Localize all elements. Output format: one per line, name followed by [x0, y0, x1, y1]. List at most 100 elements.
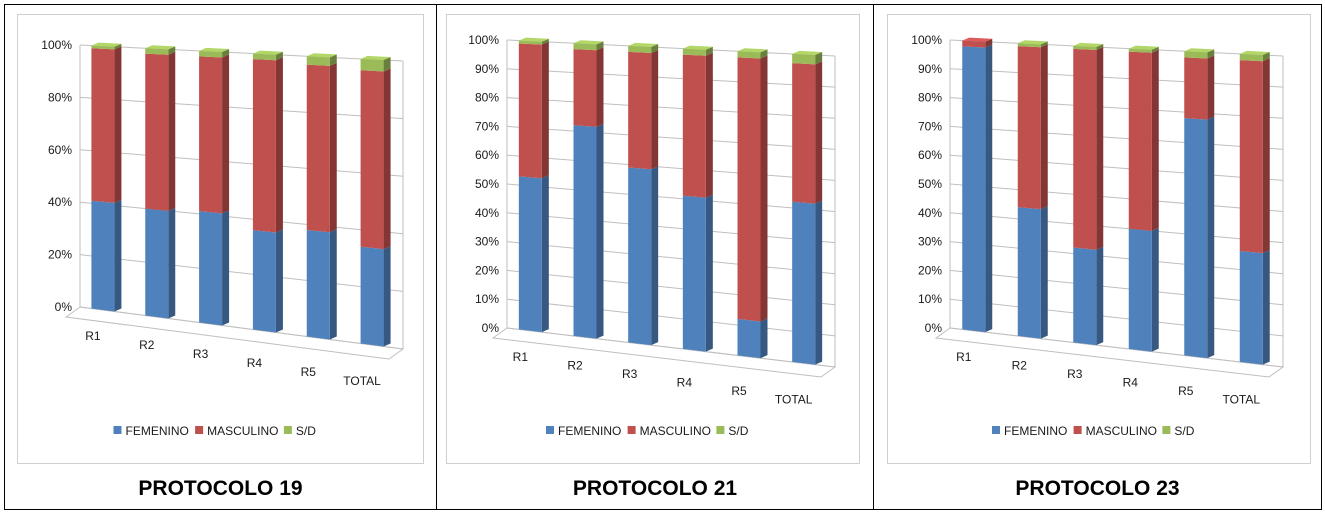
bar-segment-r4-femenino: [1128, 227, 1159, 352]
bar-front: [1128, 51, 1152, 231]
bar-side: [222, 54, 230, 214]
gridline: [506, 39, 836, 57]
y-tick-label: 10%: [475, 292, 499, 306]
y-tick-label: 60%: [475, 148, 499, 162]
bar-top: [628, 42, 659, 48]
bar-side: [383, 57, 391, 72]
bar-segment-r1-sd: [518, 37, 549, 45]
legend-swatch: [113, 426, 122, 434]
bar-side: [383, 68, 391, 250]
x-tick-label: R2: [139, 338, 155, 352]
bar-front: [682, 48, 706, 56]
bar-top: [252, 50, 283, 55]
legend-swatch: [716, 426, 725, 434]
bar-front: [573, 125, 597, 339]
bar-side: [760, 49, 768, 59]
y-tick-label: 50%: [918, 177, 942, 191]
gridline: [79, 44, 404, 62]
y-tick-label: 0%: [482, 321, 500, 335]
legend-swatch: [546, 426, 554, 434]
bar-segment-r4-masculino: [1128, 49, 1159, 231]
bar-segment-r1-femenino: [518, 175, 549, 333]
y-tick-label: 0%: [55, 300, 73, 314]
y-tick-label: 60%: [918, 148, 942, 162]
y-tick-label: 20%: [48, 248, 72, 262]
caption-protocolo-19: PROTOCOLO 19: [138, 477, 303, 500]
bar-front: [1017, 207, 1041, 339]
bar-side: [596, 41, 604, 51]
caption-protocolo-21: PROTOCOLO 21: [572, 477, 738, 500]
bar-side: [329, 229, 337, 340]
bar-segment-r5-femenino: [737, 318, 768, 359]
bar-side: [168, 51, 176, 211]
bar-front: [360, 58, 384, 72]
bar-front: [1073, 247, 1097, 346]
bar-top: [737, 48, 768, 53]
bar-top: [199, 47, 230, 53]
bar-side: [1040, 44, 1048, 210]
y-tick-label: 100%: [41, 38, 72, 52]
bar-top: [91, 42, 122, 47]
bar-segment-r3-femenino: [628, 166, 659, 346]
figure-frame: [4, 4, 1322, 510]
bar-segment-r3-femenino: [1073, 246, 1104, 346]
bar-front: [145, 208, 169, 319]
bar-top: [306, 53, 337, 58]
bar-front: [792, 53, 816, 65]
bar-segment-r4-femenino: [252, 229, 283, 333]
bar-side: [1096, 47, 1104, 250]
bar-segment-r5-masculino: [1184, 55, 1215, 120]
bar-side: [1207, 49, 1215, 59]
bar-side: [222, 49, 230, 58]
bar-segment-r2-masculino: [573, 47, 604, 127]
bar-segment-r1-femenino: [91, 199, 122, 312]
legend-entry: S/D: [296, 424, 316, 438]
legend-swatch: [283, 426, 292, 434]
chart-protocolo-19: 0% 20% 40% 60% 80% 100% R1 R2 R3 R4 R5 TOTAL FEMENIN…: [17, 14, 424, 464]
gridline: [79, 96, 404, 120]
y-tick-label: 100%: [911, 33, 942, 47]
chart-svg: 0% 10% 20% 30% 40% 50% 60% 70% 80% 90% 100% R1 R2 R3 R…: [468, 33, 837, 438]
bar-side: [705, 46, 713, 56]
bar-front: [145, 48, 169, 55]
y-tick-label: 10%: [918, 292, 942, 306]
bar-top: [962, 37, 993, 42]
gridline: [949, 269, 1284, 306]
bar-side: [1151, 49, 1159, 231]
gridline: [79, 149, 404, 177]
bar-front: [1017, 43, 1041, 48]
bar-top: [792, 50, 823, 56]
y-tick-label: 90%: [475, 62, 499, 76]
legend-entry: FEMENINO: [126, 424, 189, 438]
bar-front: [1239, 53, 1263, 62]
bar-front: [628, 167, 652, 346]
bar-top: [1128, 45, 1159, 50]
bar-side: [1151, 46, 1159, 53]
bar-front: [1239, 251, 1263, 365]
bar-side: [1207, 116, 1215, 359]
legend: FEMENINO MASCULINO S/D: [113, 424, 316, 438]
bar-side: [1207, 55, 1215, 120]
bar-segment-r5-femenino: [1184, 116, 1215, 359]
gridline: [949, 241, 1284, 275]
x-tick-label: R1: [513, 350, 529, 364]
bar-segment-r5-sd: [737, 48, 768, 59]
legend-entry: S/D: [728, 424, 748, 438]
bar-side: [985, 44, 993, 333]
bar-front: [1128, 228, 1152, 352]
bar-side: [383, 246, 391, 347]
bar-side: [1040, 206, 1048, 339]
bar-segment-total-sd: [360, 55, 391, 72]
bar-side: [651, 44, 659, 53]
gridline: [506, 97, 836, 119]
x-tick-label: R4: [677, 375, 693, 389]
bar-front: [91, 48, 115, 203]
bar-front: [1073, 45, 1097, 51]
gridline: [949, 154, 1284, 181]
gridline: [506, 269, 836, 306]
bar-segment-r4-femenino: [682, 194, 713, 352]
bar-side: [1096, 246, 1104, 346]
bar-segment-r4-sd: [252, 50, 283, 61]
gridline: [949, 39, 1284, 57]
legend: FEMENINO MASCULINO S/D: [546, 424, 749, 438]
